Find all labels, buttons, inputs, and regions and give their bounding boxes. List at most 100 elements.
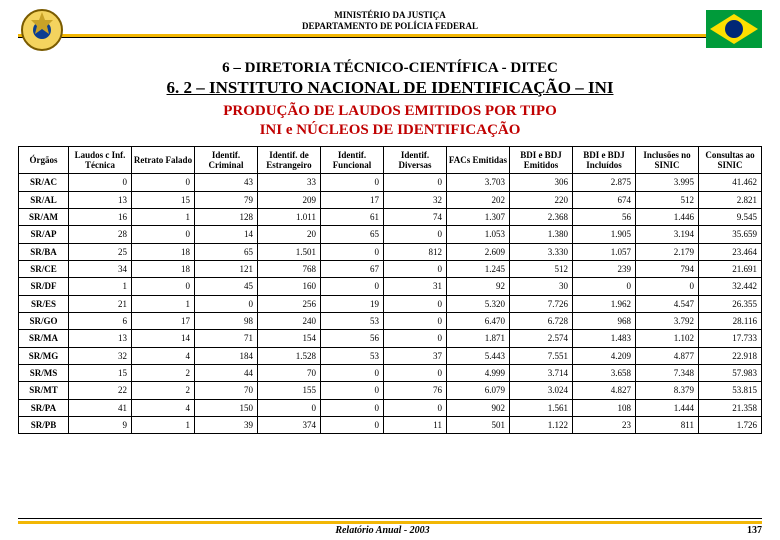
federal-police-badge-icon [18,6,66,54]
value-cell: 2.821 [698,191,761,208]
value-cell: 1.245 [446,260,509,277]
value-cell: 1 [131,417,194,434]
value-cell: 512 [509,260,572,277]
value-cell: 79 [194,191,257,208]
value-cell: 76 [383,382,446,399]
value-cell: 968 [572,312,635,329]
org-cell: SR/MT [19,382,69,399]
value-cell: 28 [68,226,131,243]
org-cell: SR/AM [19,208,69,225]
col-header: Órgãos [19,146,69,174]
ministry-header: MINISTÉRIO DA JUSTIÇA DEPARTAMENTO DE PO… [18,8,762,33]
table-row: SR/MT222701550766.0793.0244.8278.37953.8… [19,382,762,399]
value-cell: 0 [320,417,383,434]
org-cell: SR/ES [19,295,69,312]
org-cell: SR/AC [19,174,69,191]
value-cell: 21 [68,295,131,312]
value-cell: 17.733 [698,330,761,347]
value-cell: 34 [68,260,131,277]
value-cell: 902 [446,399,509,416]
table-row: SR/AC004333003.7033062.8753.99541.462 [19,174,762,191]
value-cell: 71 [194,330,257,347]
value-cell: 18 [131,243,194,260]
value-cell: 33 [257,174,320,191]
value-cell: 9.545 [698,208,761,225]
value-cell: 9 [68,417,131,434]
value-cell: 811 [635,417,698,434]
value-cell: 32 [68,347,131,364]
value-cell: 306 [509,174,572,191]
value-cell: 17 [320,191,383,208]
value-cell: 1.726 [698,417,761,434]
value-cell: 5.320 [446,295,509,312]
col-header: Identif. de Estrangeiro [257,146,320,174]
value-cell: 0 [131,174,194,191]
value-cell: 150 [194,399,257,416]
table-row: SR/AL13157920917322022206745122.821 [19,191,762,208]
value-cell: 3.995 [635,174,698,191]
col-header: Inclusões no SINIC [635,146,698,174]
org-cell: SR/MG [19,347,69,364]
value-cell: 35.659 [698,226,761,243]
value-cell: 22.918 [698,347,761,364]
org-cell: SR/DF [19,278,69,295]
value-cell: 13 [68,330,131,347]
value-cell: 14 [131,330,194,347]
value-cell: 3.194 [635,226,698,243]
value-cell: 2.368 [509,208,572,225]
value-cell: 23.464 [698,243,761,260]
org-cell: SR/CE [19,260,69,277]
value-cell: 5.443 [446,347,509,364]
value-cell: 43 [194,174,257,191]
value-cell: 32.442 [698,278,761,295]
value-cell: 13 [68,191,131,208]
value-cell: 1.528 [257,347,320,364]
table-row: SR/DF104516003192300032.442 [19,278,762,295]
value-cell: 7.551 [509,347,572,364]
value-cell: 22 [68,382,131,399]
value-cell: 3.330 [509,243,572,260]
value-cell: 20 [257,226,320,243]
value-cell: 374 [257,417,320,434]
table-row: SR/GO617982405306.4706.7289683.79228.116 [19,312,762,329]
value-cell: 0 [320,382,383,399]
table-row: SR/AP28014206501.0531.3801.9053.19435.65… [19,226,762,243]
value-cell: 1.122 [509,417,572,434]
table-title: PRODUÇÃO DE LAUDOS EMITIDOS POR TIPOINI … [18,102,762,140]
value-cell: 184 [194,347,257,364]
value-cell: 0 [383,330,446,347]
value-cell: 0 [68,174,131,191]
col-header: BDI e BDJ Incluídos [572,146,635,174]
value-cell: 1 [131,208,194,225]
value-cell: 0 [383,226,446,243]
value-cell: 768 [257,260,320,277]
value-cell: 154 [257,330,320,347]
value-cell: 15 [68,364,131,381]
value-cell: 4.827 [572,382,635,399]
value-cell: 21.691 [698,260,761,277]
value-cell: 1.444 [635,399,698,416]
value-cell: 32 [383,191,446,208]
value-cell: 1.501 [257,243,320,260]
value-cell: 0 [320,243,383,260]
value-cell: 26.355 [698,295,761,312]
org-cell: SR/AL [19,191,69,208]
page-number: 137 [747,525,762,536]
value-cell: 4.209 [572,347,635,364]
value-cell: 108 [572,399,635,416]
value-cell: 1.483 [572,330,635,347]
value-cell: 3.658 [572,364,635,381]
value-cell: 41 [68,399,131,416]
value-cell: 2.609 [446,243,509,260]
col-header: Retrato Falado [131,146,194,174]
value-cell: 4.999 [446,364,509,381]
value-cell: 0 [383,364,446,381]
value-cell: 23 [572,417,635,434]
col-header: Consultas ao SINIC [698,146,761,174]
value-cell: 0 [131,226,194,243]
value-cell: 0 [320,399,383,416]
footer-rule-black [18,518,762,519]
value-cell: 44 [194,364,257,381]
value-cell: 0 [194,295,257,312]
value-cell: 28.116 [698,312,761,329]
